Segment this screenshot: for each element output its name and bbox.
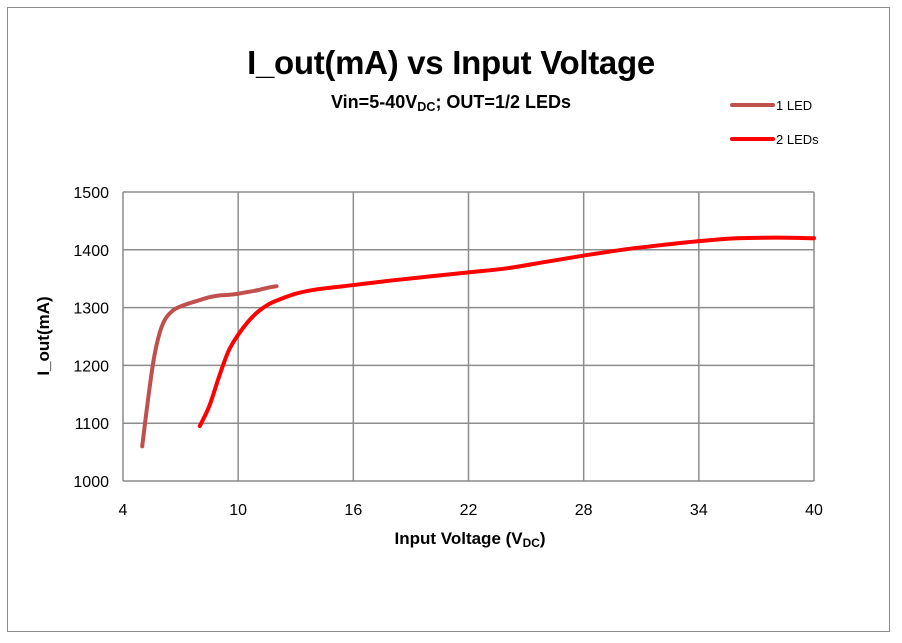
y-tick-label: 1000 — [73, 474, 109, 491]
chart-title: I_out(mA) vs Input Voltage — [247, 44, 655, 81]
y-tick-label: 1200 — [73, 358, 109, 375]
subtitle-subscript: DC — [417, 100, 436, 115]
x-tick-label: 34 — [690, 502, 708, 519]
subtitle-suffix: ; OUT=1/2 LEDs — [435, 92, 571, 112]
subtitle-prefix: Vin=5-40V — [331, 92, 418, 112]
y-axis-label: I_out(mA) — [34, 296, 53, 376]
xlabel-suffix: ) — [539, 529, 546, 548]
tick-labels: 1000 1100 1200 1300 1400 1500 4 10 16 22 28 34 40 — [73, 185, 823, 519]
x-tick-label: 16 — [344, 502, 362, 519]
y-tick-label: 1400 — [73, 243, 109, 260]
chart-subtitle: Vin=5-40VDC; OUT=1/2 LEDs — [0, 92, 902, 114]
xlabel-subscript: DC — [522, 535, 540, 550]
x-tick-label: 40 — [805, 502, 823, 519]
chart-frame — [7, 7, 890, 632]
xlabel-prefix: Input Voltage (V — [394, 529, 523, 548]
y-tick-label: 1300 — [73, 301, 109, 318]
x-tick-label: 10 — [229, 502, 247, 519]
y-tick-label: 1100 — [75, 416, 110, 433]
legend-label: 2 LEDs — [776, 132, 819, 147]
legend-label: 1 LED — [776, 98, 812, 113]
x-axis-label: Input Voltage (VDC) — [0, 529, 902, 550]
x-tick-label: 4 — [119, 502, 128, 519]
legend: 1 LED 2 LEDs — [730, 98, 819, 147]
data-series — [140, 235, 816, 449]
y-tick-label: 1500 — [73, 185, 109, 202]
x-tick-label: 28 — [575, 502, 593, 519]
series-line-2 — [197, 235, 816, 429]
gridlines — [122, 191, 815, 482]
series-line-1 — [140, 284, 279, 449]
x-tick-label: 22 — [460, 502, 478, 519]
